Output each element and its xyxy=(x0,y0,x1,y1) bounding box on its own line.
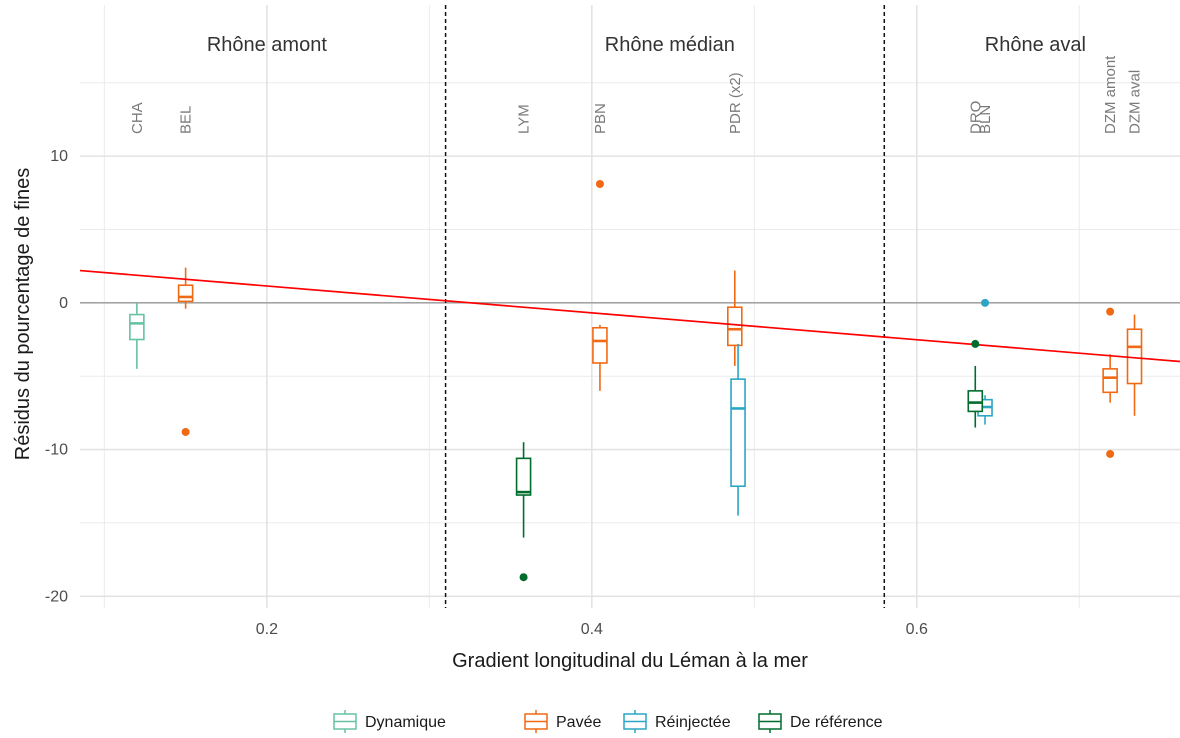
legend-label: Dynamique xyxy=(365,714,446,731)
zone-label: Rhône aval xyxy=(985,34,1086,56)
x-tick-label: 0.6 xyxy=(906,621,928,638)
outlier-point xyxy=(981,298,990,307)
legend-label: Pavée xyxy=(556,714,601,731)
site-label: CHA xyxy=(129,102,146,134)
site-label: BEL xyxy=(178,106,195,134)
y-tick-label: 10 xyxy=(50,148,68,165)
box-body xyxy=(727,306,743,347)
site-label: DZM amont xyxy=(1102,55,1119,134)
site-label: DRO xyxy=(967,101,984,134)
outlier-point xyxy=(519,573,528,582)
legend: Dynamique Pavée Réinjectée De référence xyxy=(333,710,883,733)
site-label: BLN xyxy=(977,105,994,134)
box-body xyxy=(177,284,194,303)
zone-boundaries xyxy=(444,5,886,608)
outlier-point xyxy=(1106,307,1115,316)
legend-label: De référence xyxy=(790,714,883,731)
x-tick-label: 0.2 xyxy=(256,621,278,638)
legend-item: Dynamique xyxy=(333,710,446,733)
site-label: DZM aval xyxy=(1127,70,1144,134)
legend-item: Réinjectée xyxy=(623,710,731,733)
site-label: PBN xyxy=(592,103,609,134)
legend-item: De référence xyxy=(758,710,883,733)
box-body xyxy=(967,390,984,413)
box-body xyxy=(592,326,608,364)
box-body xyxy=(515,457,532,496)
legend-label: Réinjectée xyxy=(655,714,731,731)
outlier-point xyxy=(1106,449,1115,458)
x-tick-label: 0.4 xyxy=(581,621,603,638)
zone-label: Rhône amont xyxy=(207,34,328,56)
site-label: PDR (x2) xyxy=(727,72,744,134)
outlier-point xyxy=(181,427,190,436)
site-label: LYM xyxy=(516,104,533,134)
outlier-point xyxy=(971,339,980,348)
regression-line xyxy=(79,269,1180,363)
x-axis-title: Gradient longitudinal du Léman à la mer xyxy=(452,650,808,672)
labels: Rhône amont Rhône médian Rhône aval CHA BEL L… xyxy=(129,34,1144,134)
zone-label: Rhône médian xyxy=(605,34,735,56)
y-tick-label: -10 xyxy=(45,442,68,459)
y-axis-title: Résidus du pourcentage de fines xyxy=(12,168,34,460)
box-body xyxy=(129,313,145,341)
y-tick-label: 0 xyxy=(59,295,68,312)
grid xyxy=(80,5,1180,608)
box-body xyxy=(730,378,746,488)
regression-line xyxy=(79,269,1180,363)
ticks: 0.2 0.4 0.6 -20 -10 0 10 xyxy=(45,148,928,638)
box-body xyxy=(1126,328,1143,385)
y-tick-label: -20 xyxy=(45,588,68,605)
boxes xyxy=(129,267,1143,538)
box-body xyxy=(1102,368,1118,394)
legend-item: Pavée xyxy=(524,710,601,733)
outlier-point xyxy=(595,179,604,188)
outliers xyxy=(181,179,1115,582)
